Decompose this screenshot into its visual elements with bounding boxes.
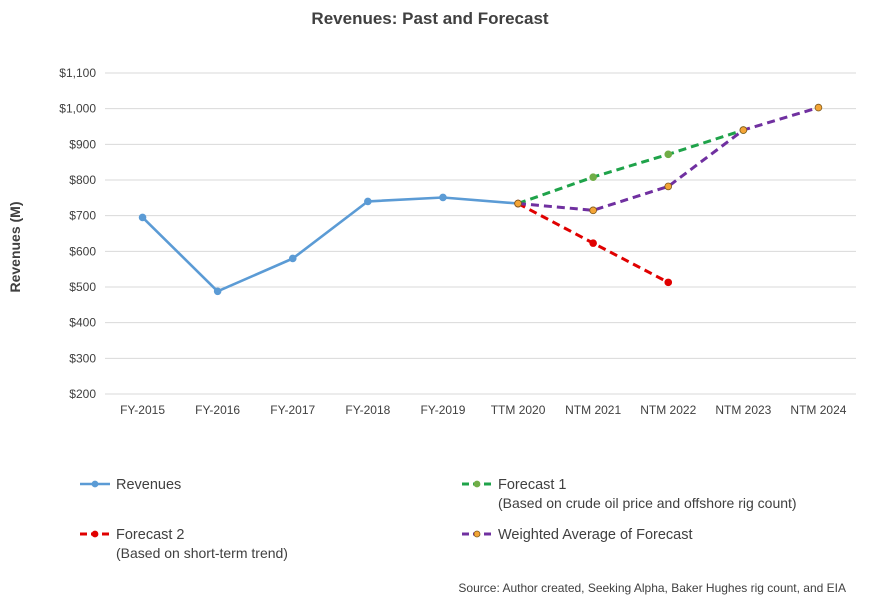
legend-label: Weighted Average of Forecast <box>498 527 693 543</box>
data-point <box>814 103 823 112</box>
y-tick-label: $300 <box>69 351 96 365</box>
legend-item-weighted-average-of-forecast: Weighted Average of Forecast <box>462 527 693 543</box>
x-tick-label: NTM 2023 <box>715 403 771 417</box>
data-point <box>364 197 372 206</box>
x-tick-label: FY-2019 <box>420 403 465 417</box>
data-point <box>589 173 597 181</box>
series-line-forecast-1 <box>517 128 744 205</box>
data-point <box>589 206 597 215</box>
series-forecast-1 <box>514 126 748 208</box>
legend-swatch-marker <box>473 530 481 538</box>
legend-label: Revenues <box>116 477 181 493</box>
series-lines <box>138 103 823 296</box>
data-point <box>664 182 673 191</box>
x-tick-label: NTM 2021 <box>565 403 621 417</box>
series-revenues <box>138 193 522 296</box>
source-note: Source: Author created, Seeking Alpha, B… <box>458 581 846 595</box>
y-tick-label: $800 <box>69 173 96 187</box>
legend-swatch-marker <box>91 530 99 538</box>
y-tick-label: $200 <box>69 387 96 401</box>
y-tick-label: $500 <box>69 280 96 294</box>
x-tick-label: NTM 2024 <box>790 403 846 417</box>
legend-label: Forecast 2 <box>116 527 185 543</box>
legend-item-forecast-2: Forecast 2 (Based on short-term trend) <box>80 527 288 561</box>
legend-swatch-marker <box>473 480 481 488</box>
y-tick-label: $700 <box>69 209 96 223</box>
x-tick-label: FY-2017 <box>270 403 315 417</box>
y-tick-label: $1,100 <box>59 66 96 80</box>
x-tick-label: FY-2015 <box>120 403 165 417</box>
y-axis-ticks: $200 $300 $400 $500 $600 $700 $800 $900 $1,000 $1… <box>59 66 96 401</box>
data-point <box>288 254 297 263</box>
y-tick-label: $1,000 <box>59 102 96 116</box>
series-line-weighted-average-of-forecast <box>517 106 819 212</box>
gridlines <box>105 72 856 395</box>
x-tick-label: FY-2016 <box>195 403 240 417</box>
data-point <box>514 199 522 208</box>
legend-sublabel: (Based on short-term trend) <box>116 545 288 561</box>
data-point <box>664 150 673 159</box>
chart-title: Revenues: Past and Forecast <box>311 9 548 28</box>
series-weighted-average-of-forecast <box>514 103 823 215</box>
legend-item-forecast-1: Forecast 1 (Based on crude oil price and … <box>462 477 797 511</box>
data-point <box>739 126 748 134</box>
y-tick-label: $600 <box>69 244 96 258</box>
x-axis-ticks: FY-2015 FY-2016 FY-2017 FY-2018 FY-2019 TTM 2… <box>120 403 847 417</box>
legend-label: Forecast 1 <box>498 477 567 493</box>
x-tick-label: FY-2018 <box>345 403 390 417</box>
series-line-revenues <box>141 196 519 293</box>
x-tick-label: TTM 2020 <box>491 403 546 417</box>
data-point <box>213 287 222 296</box>
legend-item-revenues: Revenues <box>80 477 181 493</box>
y-tick-label: $900 <box>69 137 96 151</box>
data-point <box>664 278 673 287</box>
y-tick-label: $400 <box>69 316 96 330</box>
data-point <box>439 193 447 202</box>
data-point <box>138 213 147 222</box>
legend-swatch-marker <box>91 480 99 488</box>
data-point <box>589 239 597 247</box>
x-tick-label: NTM 2022 <box>640 403 696 417</box>
y-axis-label: Revenues (M) <box>7 201 23 292</box>
legend-sublabel: (Based on crude oil price and offshore r… <box>498 495 797 511</box>
legend: Revenues Forecast 1 (Based on crude oil pr… <box>80 477 797 561</box>
